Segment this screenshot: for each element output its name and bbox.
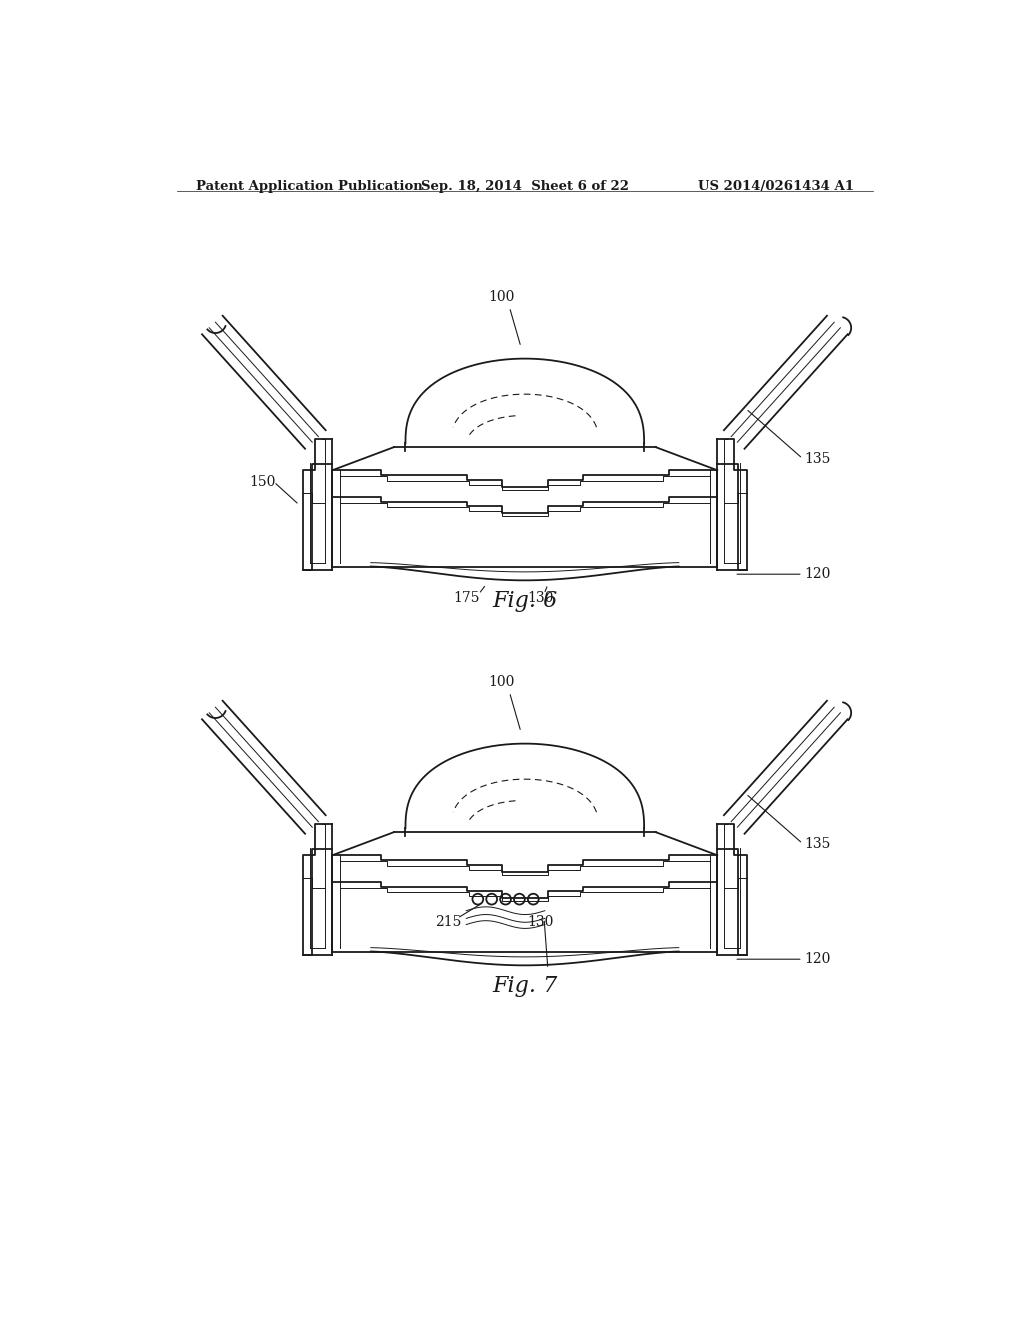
Text: 100: 100 [488,290,515,304]
Text: 135: 135 [804,451,830,466]
Text: 130: 130 [527,591,553,605]
Text: 120: 120 [804,952,830,966]
Text: 130: 130 [527,915,553,929]
Text: 100: 100 [488,675,515,689]
Text: 150: 150 [249,475,275,488]
Text: Fig. 6: Fig. 6 [493,590,557,611]
Text: US 2014/0261434 A1: US 2014/0261434 A1 [698,180,854,193]
Text: 175: 175 [454,591,480,605]
Text: 135: 135 [804,837,830,850]
Text: Fig. 7: Fig. 7 [493,974,557,997]
Text: 120: 120 [804,568,830,581]
Text: Patent Application Publication: Patent Application Publication [196,180,423,193]
Text: 215: 215 [434,915,461,929]
Text: Sep. 18, 2014  Sheet 6 of 22: Sep. 18, 2014 Sheet 6 of 22 [421,180,629,193]
